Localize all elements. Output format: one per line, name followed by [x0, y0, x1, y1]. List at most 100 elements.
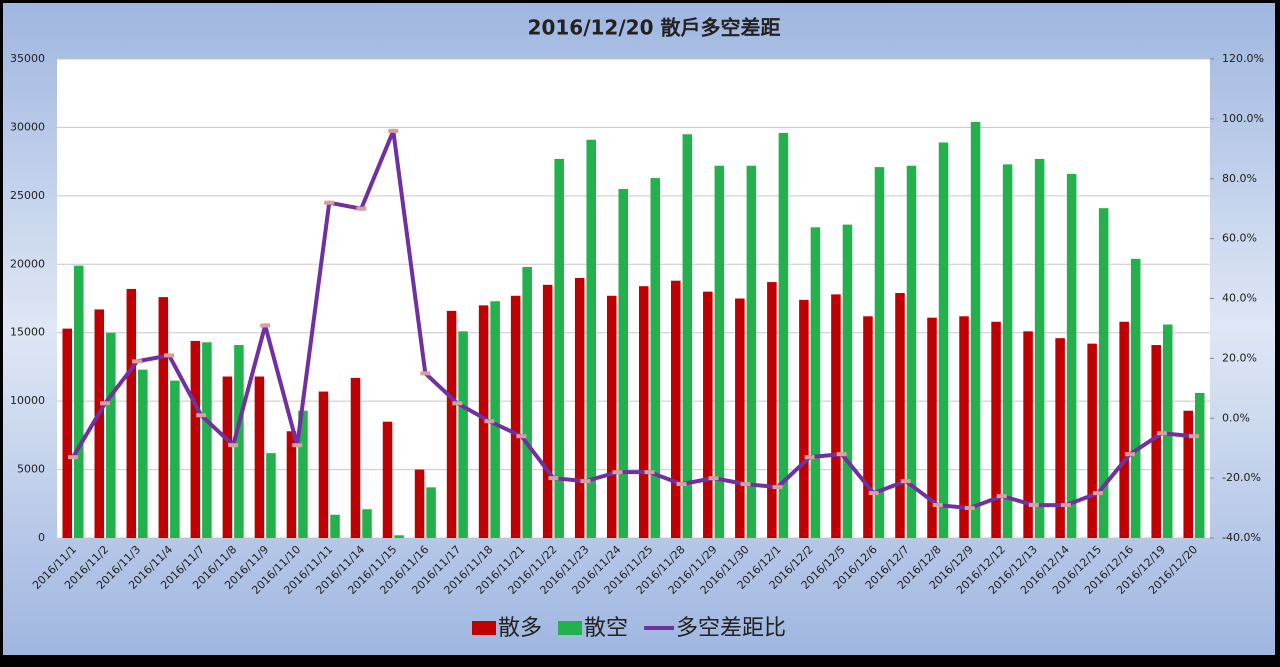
line-marker	[740, 482, 751, 487]
y2-tick-label: 100.0%	[1222, 112, 1264, 125]
bar	[746, 165, 757, 538]
bar	[542, 284, 553, 538]
legend-label: 散空	[584, 616, 628, 641]
bar	[158, 297, 169, 538]
bar	[895, 293, 905, 538]
legend-label: 多空差距比	[676, 616, 786, 641]
bar	[510, 295, 521, 538]
bar	[62, 328, 73, 538]
bar	[586, 139, 596, 538]
bar	[1002, 164, 1013, 538]
line-marker	[900, 479, 911, 484]
bar	[1098, 208, 1109, 538]
line-marker	[516, 434, 527, 439]
legend-swatch	[558, 621, 583, 635]
bar	[522, 267, 532, 538]
line-marker	[484, 419, 495, 424]
y-tick-label: 20000	[10, 257, 45, 270]
line-marker	[68, 455, 79, 460]
bar	[1087, 343, 1097, 538]
line-marker	[868, 491, 879, 496]
bar	[1194, 392, 1205, 538]
bar	[1034, 158, 1045, 539]
line-marker	[228, 443, 239, 448]
bar	[906, 165, 917, 538]
line-marker	[420, 371, 431, 376]
bar	[650, 178, 661, 538]
y-tick-label: 25000	[10, 189, 45, 202]
bar	[138, 369, 148, 538]
bar	[618, 189, 629, 538]
y-tick-label: 30000	[10, 120, 45, 133]
legend-swatch	[472, 621, 496, 635]
bar	[1130, 258, 1141, 538]
bar	[842, 224, 853, 538]
bar	[478, 305, 489, 538]
y-tick-label: 5000	[17, 463, 45, 476]
bar	[382, 421, 393, 538]
bar	[703, 291, 713, 538]
line-marker	[356, 206, 367, 211]
bar	[991, 321, 1001, 538]
line-marker	[580, 479, 591, 484]
bar	[94, 309, 105, 538]
y2-tick-label: 120.0%	[1222, 52, 1264, 65]
bar	[254, 376, 265, 538]
y2-tick-label: 20.0%	[1222, 351, 1257, 364]
line-marker	[324, 200, 335, 205]
bar	[414, 469, 425, 538]
y-tick-label: 35000	[10, 52, 45, 65]
bar	[222, 376, 233, 538]
bar	[330, 514, 340, 538]
line-marker	[292, 443, 303, 448]
y-tick-label: 0	[38, 531, 45, 544]
bar	[938, 142, 949, 539]
bar	[350, 377, 361, 538]
bar	[970, 121, 981, 538]
line-marker	[1156, 431, 1167, 436]
legend-label: 散多	[498, 616, 542, 641]
line-marker	[100, 401, 111, 406]
bar	[554, 158, 564, 539]
bar	[190, 340, 201, 538]
bar	[74, 265, 84, 538]
line-marker	[676, 482, 687, 487]
line-marker	[612, 470, 623, 475]
line-marker	[260, 323, 271, 328]
line-marker	[772, 485, 783, 490]
bar	[671, 280, 681, 538]
line-marker	[1188, 434, 1199, 439]
plot-area	[57, 59, 1210, 538]
bar	[362, 509, 372, 538]
bar	[767, 282, 777, 538]
bar	[318, 391, 329, 538]
y2-tick-label: -40.0%	[1222, 531, 1261, 544]
bar	[959, 316, 969, 538]
bar	[394, 535, 404, 538]
line-marker	[548, 476, 559, 481]
bar	[1066, 173, 1077, 538]
line-marker	[164, 353, 175, 358]
bar	[490, 301, 500, 538]
bar	[682, 134, 693, 538]
line-marker	[388, 128, 399, 133]
y2-tick-label: 80.0%	[1222, 172, 1257, 185]
bar	[446, 310, 457, 538]
bar	[1162, 324, 1173, 538]
bar	[266, 453, 276, 538]
line-marker	[836, 452, 847, 457]
bar	[426, 487, 436, 538]
line-marker	[1092, 491, 1103, 496]
bar	[714, 165, 725, 538]
bar	[202, 342, 212, 538]
bar	[638, 286, 649, 538]
y-tick-label: 10000	[10, 394, 45, 407]
bar	[874, 167, 885, 539]
bar	[458, 331, 468, 538]
bar	[1151, 345, 1161, 538]
bar	[606, 295, 617, 538]
bar	[831, 294, 841, 538]
line-marker	[1028, 503, 1039, 508]
bar	[286, 431, 297, 538]
